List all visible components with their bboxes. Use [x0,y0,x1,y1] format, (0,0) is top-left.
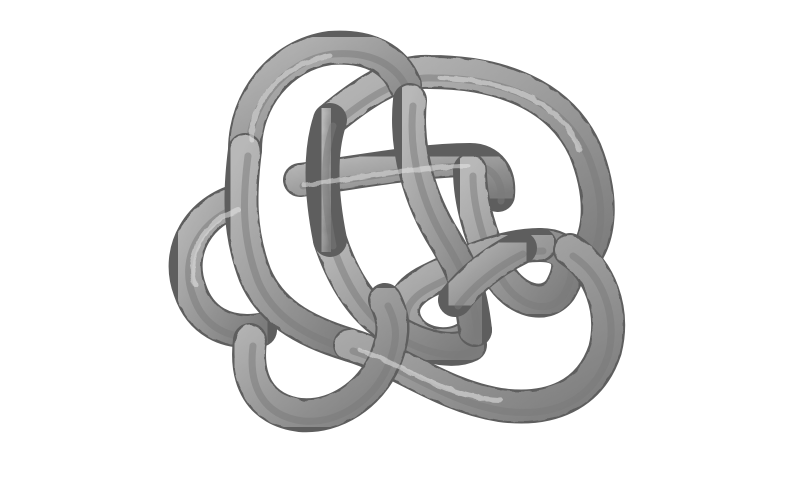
knot-tube-highlight [302,163,471,188]
knot-tube-shade [454,250,527,310]
knot-tube-group [168,30,626,433]
knot-tube-highlight [437,75,583,153]
knot-tube-highlight [249,53,333,143]
knot-tube-highlight [357,347,503,403]
knot-tube-highlight [189,207,241,288]
knot-tube-segment [440,233,535,315]
knot-tube-shade [349,252,615,416]
knot-tube-shade [240,152,357,355]
knot-tube-shade [322,122,337,250]
knot-tube-shade [248,302,399,425]
